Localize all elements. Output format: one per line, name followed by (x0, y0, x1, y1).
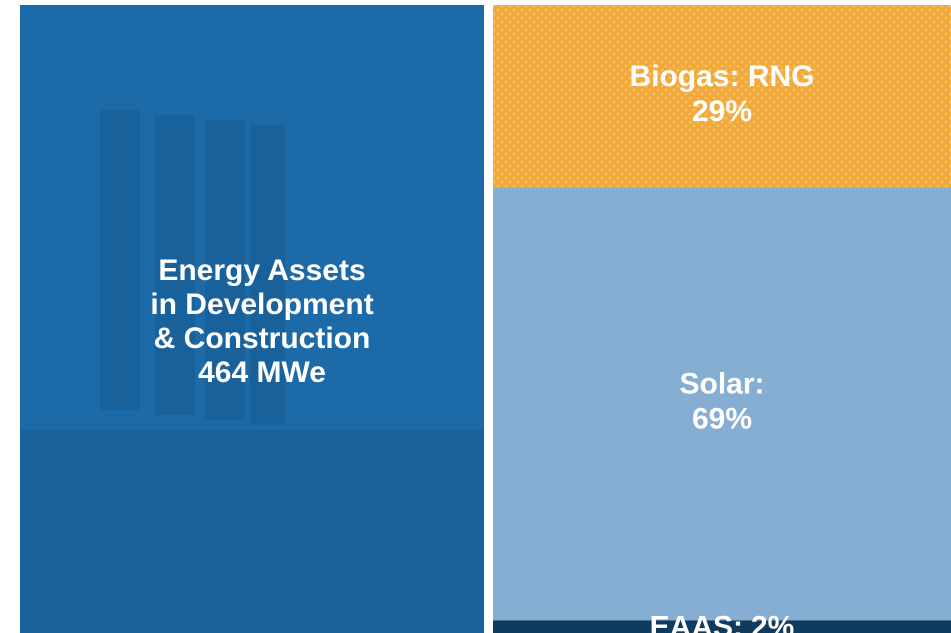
segment (493, 620, 951, 633)
annotation-line: & Construction (154, 322, 371, 355)
legend-label: Biogas: RNG (629, 60, 814, 93)
left-panel (20, 5, 484, 633)
value-label: 2% (751, 611, 794, 633)
value-label: 29% (692, 95, 752, 128)
annotation-line: 464 MWe (198, 356, 326, 389)
annotation-line: Energy Assets (158, 254, 365, 287)
segment (493, 187, 951, 621)
legend-label: EAAS: (650, 611, 743, 633)
segment-texture (493, 5, 951, 188)
background-photo (20, 110, 484, 633)
value-label: 69% (692, 403, 752, 436)
segment-label: EAAS: 2% (650, 611, 795, 633)
legend-label: Solar: (679, 368, 764, 401)
annotation-line: in Development (150, 288, 373, 321)
